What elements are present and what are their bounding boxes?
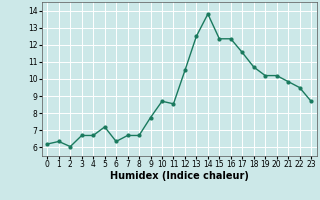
X-axis label: Humidex (Indice chaleur): Humidex (Indice chaleur) (110, 171, 249, 181)
